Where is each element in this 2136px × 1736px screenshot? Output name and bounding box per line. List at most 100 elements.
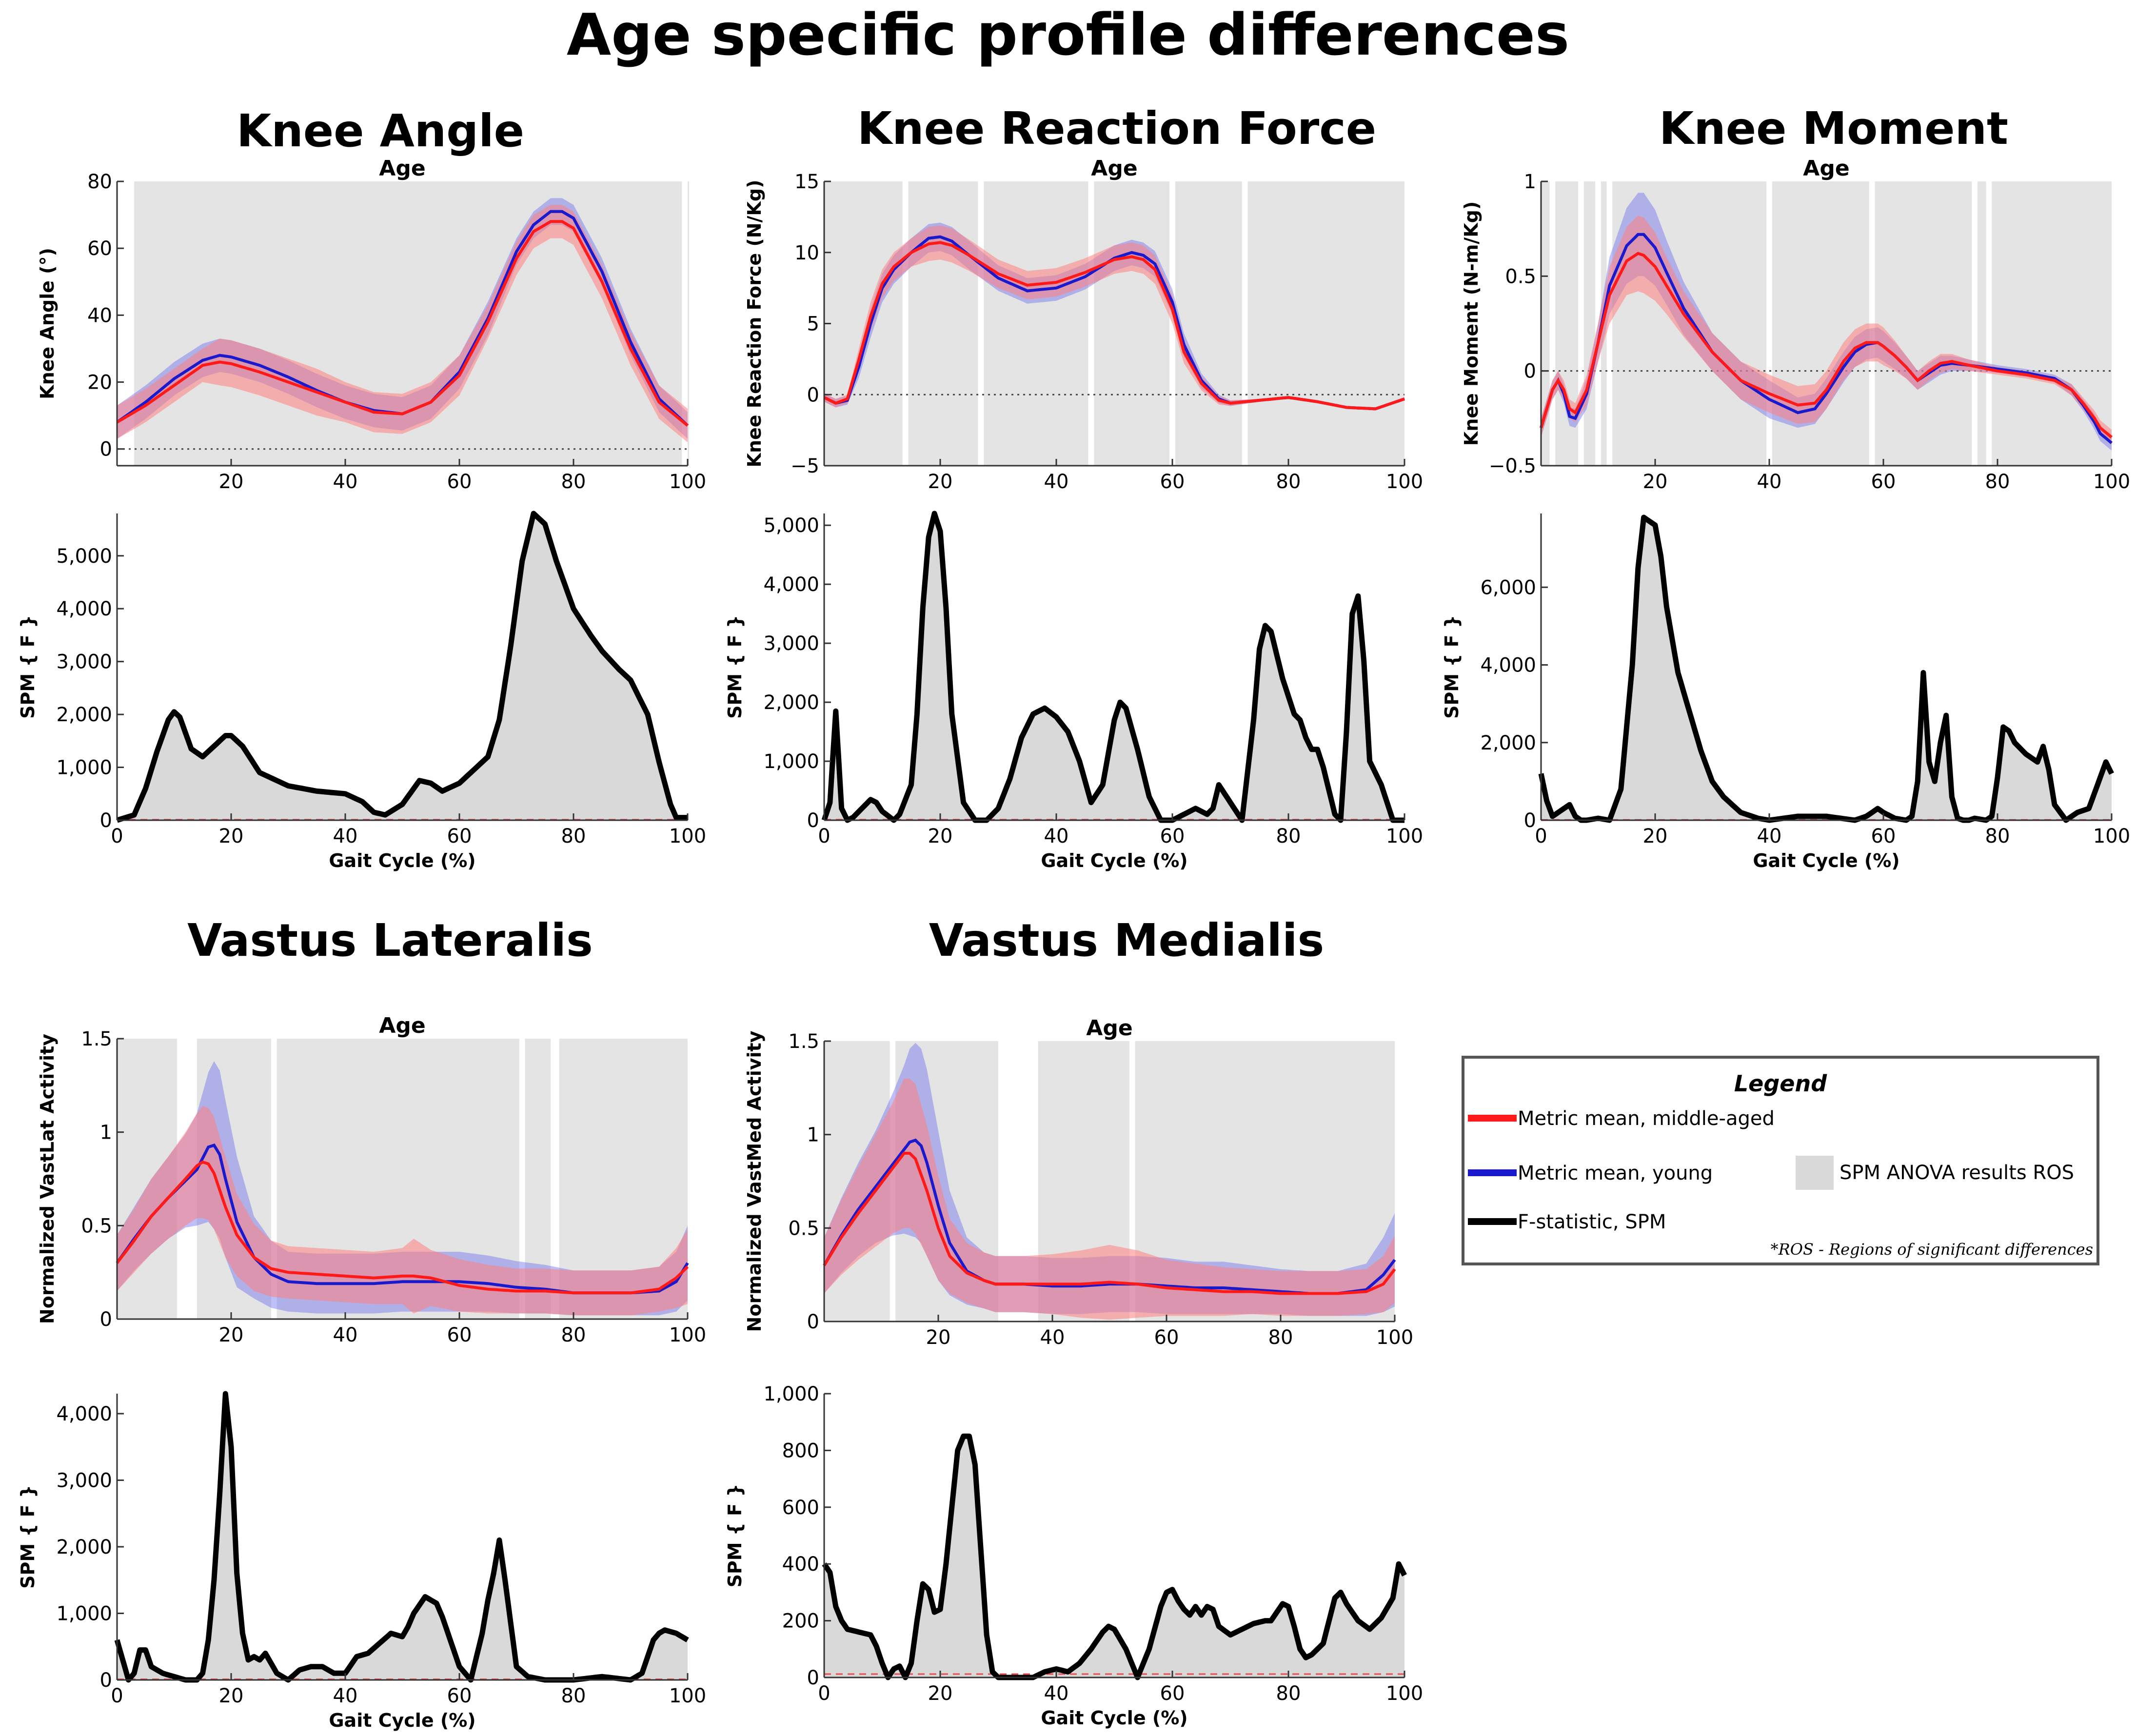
knee-moment-spm-y-tick-label: 6,000: [1480, 576, 1536, 599]
panel-title-knee-angle: Knee Angle: [237, 105, 524, 157]
knee-reaction-force-spm-y-tick-label: 1,000: [763, 750, 819, 773]
knee-moment-spm-y-tick-label: 4,000: [1480, 654, 1536, 677]
knee-reaction-force-spm-x-tick-label: 100: [1386, 825, 1423, 848]
knee-moment-profile-y-label: Knee Moment (N-m/Kg): [1461, 201, 1482, 446]
knee-angle-spm-y-tick-label: 4,000: [56, 598, 112, 620]
knee-angle-profile-y-tick-label: 40: [87, 304, 112, 327]
knee-reaction-force-profile-x-tick-label: 40: [1044, 471, 1069, 493]
knee-reaction-force-profile-ros-region: [1247, 181, 1404, 466]
knee-reaction-force-profile-x-tick-label: 20: [928, 471, 953, 493]
knee-reaction-force-spm-x-tick-label: 0: [818, 825, 830, 848]
vastus-medialis-profile-line-middle-aged: [823, 1152, 1396, 1295]
knee-moment-spm-x-tick-label: 100: [2093, 825, 2130, 848]
vastus-medialis-profile-x-tick-label: 20: [926, 1326, 951, 1349]
knee-angle-spm-y-tick-label: 3,000: [56, 651, 112, 673]
panel-vastus-medialis: Vastus Medialis Age 0 0.5 1 1.5 20 40 60 80 100 No…: [724, 914, 1423, 1729]
vastus-lateralis-spm-x-tick-label: 0: [111, 1685, 123, 1707]
vastus-medialis-profile-y-tick-label: 1: [807, 1124, 819, 1146]
vastus-lateralis-spm-x-tick-label: 20: [219, 1685, 244, 1707]
knee-moment-profile-x-tick-label: 100: [2093, 471, 2130, 493]
knee-angle-profile-y-tick-label: 20: [87, 372, 112, 394]
knee-angle-profile-y-tick-label: 80: [87, 171, 112, 193]
knee-reaction-force-spm-x-tick-label: 60: [1160, 825, 1185, 848]
panel-title-knee-reaction-force: Knee Reaction Force: [857, 102, 1376, 155]
vastus-medialis-profile-band-middle-aged: [824, 1078, 1395, 1320]
vastus-lateralis-spm-ros-fill: [117, 1394, 688, 1680]
knee-reaction-force-profile-x-tick-label: 60: [1160, 471, 1185, 493]
knee-moment-profile-y-tick-label: −0.5: [1489, 455, 1536, 477]
vastus-lateralis-profile-y-label: Normalized VastLat Activity: [37, 1034, 58, 1324]
knee-angle-spm-y-label: SPM { F }: [17, 615, 39, 719]
vastus-lateralis-profile-y-tick-label: 0.5: [81, 1215, 112, 1237]
knee-moment-profile-x-tick-label: 20: [1643, 471, 1668, 493]
knee-angle-spm-x-tick-label: 100: [669, 825, 706, 848]
legend-title: Legend: [1734, 1070, 1827, 1097]
knee-reaction-force-profile-y-label: Knee Reaction Force (N/Kg): [744, 180, 765, 468]
knee-angle-profile-x-tick-label: 80: [561, 471, 586, 493]
vastus-medialis-spm-x-tick-label: 60: [1160, 1682, 1185, 1705]
knee-reaction-force-profile-y-tick-label: −5: [791, 455, 819, 477]
panel-knee-reaction-force: Knee Reaction Force Age −5 0 5 10 15 20 40 60 80 1…: [724, 102, 1423, 871]
chart-vastus-medialis-profile: Age 0 0.5 1 1.5 20 40 60 80 100 Normalized VastMed…: [744, 1016, 1413, 1349]
vastus-lateralis-spm-x-tick-label: 60: [447, 1685, 472, 1707]
vastus-medialis-spm-x-label: Gait Cycle (%): [1041, 1707, 1187, 1729]
knee-moment-spm-x-tick-label: 0: [1535, 825, 1547, 848]
knee-reaction-force-profile-subtitle: Age: [1091, 156, 1137, 181]
vastus-medialis-spm-y-tick-label: 0: [807, 1667, 819, 1689]
vastus-lateralis-spm-f-statistic-line: [114, 1391, 689, 1683]
vastus-medialis-profile-x-tick-label: 60: [1154, 1326, 1179, 1349]
vastus-medialis-profile-y-tick-label: 1.5: [788, 1030, 819, 1053]
vastus-lateralis-spm-x-tick-label: 40: [333, 1685, 358, 1707]
vastus-medialis-spm-y-tick-label: 200: [782, 1610, 819, 1633]
knee-angle-profile-line-middle-aged: [116, 220, 689, 427]
vastus-medialis-spm-ros-fill: [824, 1436, 1404, 1677]
vastus-medialis-profile-y-tick-label: 0: [807, 1311, 819, 1333]
knee-reaction-force-profile-y-tick-label: 0: [807, 384, 819, 406]
vastus-lateralis-profile-x-tick-label: 60: [447, 1324, 472, 1346]
vastus-medialis-spm-f-statistic-line: [822, 1433, 1407, 1680]
knee-reaction-force-profile-x-tick-label: 80: [1276, 471, 1301, 493]
knee-angle-profile-subtitle: Age: [379, 156, 425, 181]
knee-angle-profile-ros-region: [688, 181, 689, 466]
vastus-medialis-spm-x-tick-label: 80: [1276, 1682, 1301, 1705]
vastus-medialis-profile-x-tick-label: 40: [1040, 1326, 1065, 1349]
vastus-medialis-profile-y-tick-label: 0.5: [788, 1217, 819, 1240]
knee-moment-spm-x-tick-label: 20: [1643, 825, 1668, 848]
knee-moment-spm-x-tick-label: 80: [1985, 825, 2010, 848]
vastus-lateralis-spm-y-tick-label: 0: [100, 1669, 112, 1692]
knee-angle-spm-ros-fill: [117, 513, 688, 820]
vastus-lateralis-profile-x-tick-label: 40: [333, 1324, 358, 1346]
knee-reaction-force-spm-x-label: Gait Cycle (%): [1041, 850, 1187, 871]
chart-vastus-lateralis-spm: 0 1,000 2,000 3,000 4,000 0 20 40 60 80 100 SPM { F…: [17, 1391, 706, 1731]
legend-swatch-ros: [1796, 1156, 1834, 1190]
panel-title-vastus-medialis: Vastus Medialis: [929, 914, 1325, 967]
knee-moment-profile-y-tick-label: 0: [1524, 360, 1536, 383]
panel-title-vastus-lateralis: Vastus Lateralis: [187, 914, 593, 967]
panel-knee-angle: Knee Angle Age 0 20 40 60 80 20 40 60 80 100 Knee A…: [17, 105, 706, 871]
vastus-lateralis-spm-x-tick-label: 100: [669, 1685, 706, 1707]
legend-box: Legend Metric mean, middle-aged Metric m…: [1462, 1056, 2099, 1265]
knee-reaction-force-profile-x-tick-label: 100: [1386, 471, 1423, 493]
knee-moment-spm-ros-fill: [1541, 517, 2112, 820]
vastus-medialis-profile-y-label: Normalized VastMed Activity: [744, 1030, 765, 1332]
knee-angle-spm-f-statistic-line: [116, 511, 688, 823]
knee-angle-profile-y-tick-label: 60: [87, 237, 112, 260]
knee-angle-spm-y-tick-label: 1,000: [56, 757, 112, 779]
panel-title-knee-moment: Knee Moment: [1659, 102, 2008, 155]
knee-moment-profile-subtitle: Age: [1803, 156, 1849, 181]
knee-reaction-force-profile-y-tick-label: 10: [794, 242, 819, 264]
panel-vastus-lateralis: Vastus Lateralis Age 0 0.5 1 1.5 20 40 60 80 100 N…: [17, 914, 706, 1731]
legend-label-spm: F-statistic, SPM: [1518, 1211, 1666, 1233]
panel-knee-moment: Knee Moment Age −0.5 0 0.5 1 20 40 60 80 100 Knee …: [1441, 102, 2130, 871]
figure-title: Age specific profile differences: [567, 1, 1569, 68]
knee-moment-spm-x-label: Gait Cycle (%): [1753, 850, 1899, 871]
legend-label-young: Metric mean, young: [1518, 1162, 1713, 1184]
knee-moment-profile-x-tick-label: 80: [1985, 471, 2010, 493]
vastus-lateralis-spm-x-tick-label: 80: [561, 1685, 586, 1707]
knee-reaction-force-profile-y-tick-label: 5: [807, 313, 819, 335]
knee-angle-spm-x-tick-label: 0: [111, 825, 123, 848]
knee-reaction-force-profile-ros-region: [824, 181, 903, 466]
vastus-medialis-spm-y-tick-label: 400: [782, 1553, 819, 1576]
knee-moment-spm-x-tick-label: 40: [1757, 825, 1782, 848]
chart-knee-angle-spm: 0 1,000 2,000 3,000 4,000 5,000 0 20 40 60 80 100 SP…: [17, 511, 706, 871]
